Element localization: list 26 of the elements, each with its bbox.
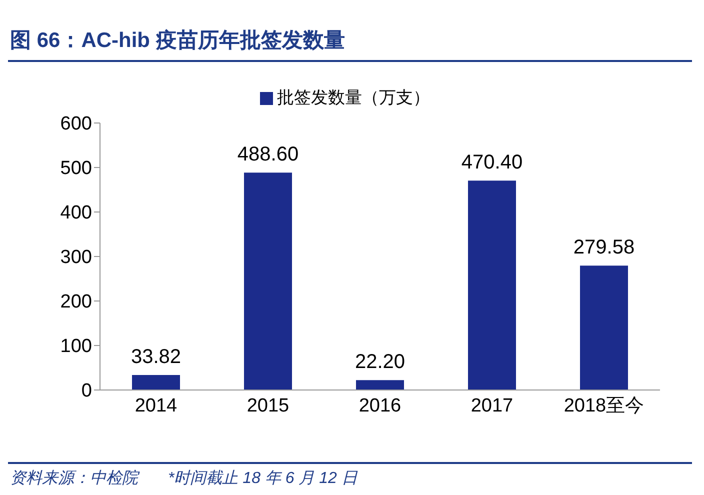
data-label: 470.40 (461, 152, 523, 174)
data-label: 279.58 (573, 236, 635, 259)
data-label: 488.60 (237, 144, 299, 166)
bar (580, 266, 628, 390)
y-tick-label: 0 (81, 380, 92, 402)
data-label: 33.82 (130, 346, 182, 368)
text: *时间截止 18 年 6 月 12 日 (168, 468, 358, 489)
y-tick-label: 600 (60, 114, 92, 135)
y-tick-label: 100 (60, 336, 92, 358)
y-tick-label: 200 (60, 292, 92, 313)
y-tick-label: 500 (60, 158, 92, 180)
x-tick-label: 2015 (246, 395, 290, 416)
legend-label: 批签发数量（万支） (277, 88, 430, 107)
data-label: 22.20 (354, 351, 406, 374)
bar (356, 380, 404, 390)
x-tick-label: 2018至今 (564, 395, 644, 416)
y-tick-label: 400 (60, 202, 92, 224)
x-tick-label: 2014 (134, 395, 178, 416)
bar (468, 180, 516, 390)
x-tick-label: 2016 (358, 395, 402, 416)
x-tick-label: 2017 (470, 395, 514, 416)
bar (132, 374, 180, 390)
bar (244, 172, 292, 390)
text: 资料来源：中检院 (10, 468, 138, 489)
y-tick-label: 300 (60, 247, 92, 268)
chart-title: 图 66：AC-hib 疫苗历年批签发数量 (10, 28, 345, 54)
